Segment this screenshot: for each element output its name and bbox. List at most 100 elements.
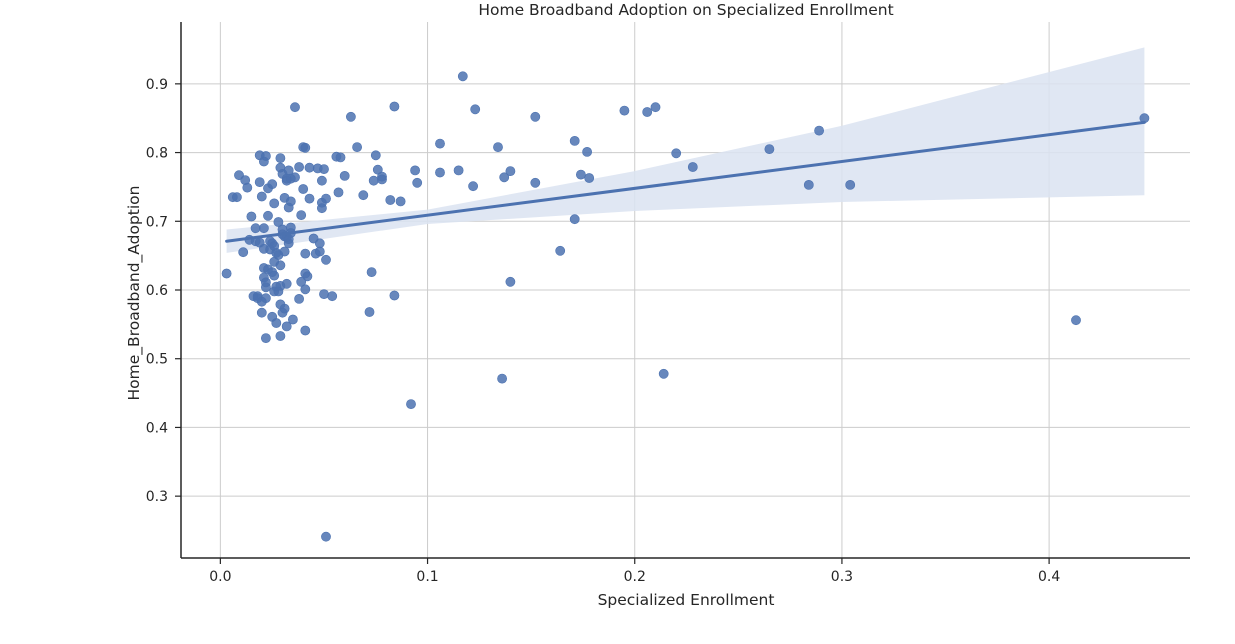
data-point — [499, 172, 510, 183]
data-point — [658, 368, 669, 379]
data-point — [457, 71, 468, 82]
data-point — [814, 125, 824, 136]
regression-line-layer — [225, 120, 1146, 243]
data-point — [339, 170, 350, 181]
data-point — [279, 303, 290, 314]
data-point — [231, 192, 242, 203]
y-tick-label: 0.4 — [146, 420, 168, 436]
data-point — [1071, 315, 1081, 326]
data-point — [316, 175, 327, 186]
data-point — [314, 238, 325, 249]
data-point — [335, 152, 346, 163]
data-point — [304, 162, 315, 173]
data-point — [764, 144, 775, 154]
data-point — [555, 245, 566, 256]
data-point — [316, 203, 327, 214]
data-point — [389, 290, 400, 301]
data-point — [584, 173, 595, 183]
data-point — [260, 151, 271, 161]
data-point — [650, 102, 661, 113]
data-point — [803, 179, 814, 190]
data-point — [281, 278, 292, 289]
x-tick-label: 0.4 — [1038, 569, 1060, 585]
data-point — [287, 314, 298, 325]
data-point — [493, 142, 503, 152]
data-point — [290, 102, 300, 113]
data-point — [435, 138, 445, 149]
data-point — [285, 196, 296, 207]
data-point — [530, 111, 541, 122]
data-point — [254, 177, 265, 187]
x-tick-label: 0.3 — [831, 569, 853, 585]
data-point — [435, 167, 445, 178]
chart-title: Home Broadband Adoption on Specialized E… — [478, 1, 893, 19]
data-point — [256, 191, 267, 202]
data-point — [497, 373, 507, 384]
data-point — [300, 142, 311, 153]
y-tick-label: 0.7 — [146, 214, 168, 230]
data-point — [283, 238, 294, 249]
data-point — [406, 399, 416, 409]
data-point — [250, 223, 261, 234]
data-point — [671, 148, 682, 159]
data-point — [395, 196, 406, 207]
data-point — [333, 187, 344, 198]
data-point — [269, 198, 280, 209]
data-point — [279, 246, 290, 257]
tick-labels: 0.0 0.1 0.2 0.3 0.4 0.3 0.4 0.5 0.6 0.7 0.8 0.9 — [146, 77, 1061, 585]
data-point — [267, 179, 278, 190]
data-point — [281, 321, 292, 332]
data-point — [352, 142, 362, 152]
data-point — [364, 307, 375, 317]
data-point — [302, 271, 313, 282]
data-point — [505, 166, 516, 176]
data-point — [530, 177, 541, 188]
data-point — [412, 177, 423, 188]
data-point — [275, 153, 286, 163]
data-point — [345, 111, 356, 122]
data-point — [687, 162, 698, 172]
data-point — [296, 276, 307, 287]
data-point — [319, 289, 329, 299]
data-point — [256, 307, 267, 318]
x-tick-label: 0.1 — [416, 569, 438, 585]
data-point — [321, 254, 331, 265]
y-tick-label: 0.8 — [146, 146, 168, 162]
data-point — [410, 165, 420, 176]
confidence-band — [226, 47, 1145, 253]
data-point — [260, 293, 271, 304]
confidence-band-layer — [226, 47, 1145, 253]
data-point — [273, 217, 284, 227]
data-point — [246, 211, 257, 222]
grid-lines — [181, 22, 1190, 558]
data-point — [569, 135, 580, 146]
data-point — [366, 267, 377, 277]
data-point — [505, 276, 516, 287]
x-axis-label: Specialized Enrollment — [598, 591, 775, 609]
x-tick-label: 0.0 — [209, 569, 231, 585]
data-point — [258, 223, 269, 234]
y-tick-label: 0.6 — [146, 283, 168, 299]
data-point — [238, 247, 249, 258]
data-point — [569, 214, 580, 225]
data-point — [845, 179, 856, 190]
data-point — [304, 193, 315, 204]
data-point — [453, 165, 464, 176]
data-point — [377, 174, 387, 185]
y-tick-label: 0.5 — [146, 352, 168, 368]
data-point — [275, 260, 286, 271]
data-point — [290, 172, 300, 183]
data-point — [221, 268, 232, 279]
data-point — [300, 325, 311, 336]
data-point — [370, 150, 381, 161]
y-tick-label: 0.9 — [146, 77, 168, 93]
data-point — [296, 210, 307, 220]
data-point — [358, 190, 369, 201]
data-point — [260, 333, 271, 343]
data-point — [468, 181, 478, 192]
data-point — [368, 175, 379, 186]
data-point — [314, 246, 325, 257]
y-axis-label: Home_Broadband_Adoption — [125, 186, 144, 401]
data-point — [582, 146, 592, 157]
